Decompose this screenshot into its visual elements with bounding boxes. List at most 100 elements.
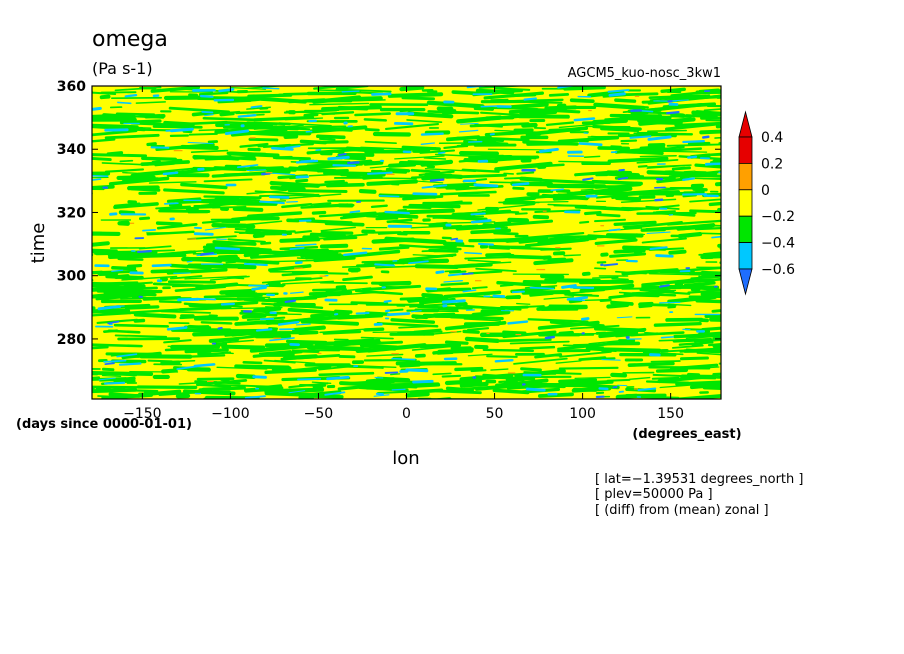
field-streak-cyan (277, 320, 300, 326)
field-streak-green (311, 210, 327, 215)
field-streak-green (640, 227, 667, 232)
field-streak-green (282, 100, 313, 103)
field-streak-green (278, 122, 332, 127)
field-streak-blue (429, 178, 445, 182)
field-streak-green (687, 288, 721, 294)
field-streak-green (544, 105, 578, 111)
field-streak-green (464, 256, 516, 260)
field-streak-green (92, 376, 101, 381)
field-streak-green (458, 151, 500, 156)
field-streak-green (235, 373, 257, 379)
field-streak-green (620, 139, 638, 143)
field-streak-green (440, 282, 470, 287)
field-streak-green (535, 201, 569, 203)
field-streak-cyan (561, 284, 577, 289)
field-streak-green (735, 331, 769, 336)
field-streak-green (268, 144, 286, 148)
x-tick-label: −150 (123, 406, 161, 422)
field-streak-green (326, 384, 336, 389)
field-streak-cyan (349, 210, 361, 214)
field-streak-green (160, 110, 172, 113)
field-streak-green (183, 302, 212, 307)
field-streak-green (205, 241, 256, 247)
field-streak-orange (634, 95, 640, 97)
field-streak-green (337, 383, 381, 391)
field-streak-green (274, 359, 316, 364)
field-streak-green (422, 201, 473, 205)
note-pressure-level: [ plev=50000 Pa ] (595, 487, 713, 502)
field-streak-green (109, 106, 123, 109)
field-streak-cyan (443, 100, 455, 104)
y-axis-units: (days since 0000-01-01) (16, 417, 192, 432)
field-streak-green (557, 341, 619, 351)
field-streak-green (336, 96, 383, 102)
field-streak-cyan (305, 130, 313, 133)
field-streak-green (641, 100, 657, 104)
field-streak-green (101, 374, 122, 378)
field-streak-green (202, 116, 263, 122)
field-streak-green (279, 193, 342, 200)
field-streak-green (354, 289, 404, 296)
field-streak-green (234, 231, 276, 236)
field-streak-green (163, 188, 225, 195)
field-streak-cyan (284, 145, 301, 149)
field-streak-green (399, 86, 425, 92)
field-streak-green (199, 384, 232, 388)
field-streak-cyan (523, 97, 537, 101)
field-streak-cyan (395, 112, 415, 116)
field-streak-green (585, 125, 631, 128)
field-streak-green (538, 178, 595, 185)
field-streak-cyan (131, 250, 136, 252)
field-streak-green (284, 117, 324, 121)
field-streak-green (108, 392, 141, 398)
field-streak-blue (200, 252, 210, 256)
field-streak-green (653, 321, 702, 327)
field-streak-green (168, 321, 190, 325)
field-streak-green (635, 316, 651, 319)
field-streak-green (678, 341, 714, 346)
field-streak-green (219, 155, 240, 161)
field-streak-cyan (251, 286, 267, 291)
chart-title: omega (92, 27, 168, 52)
field-streak-cyan (327, 155, 350, 161)
field-streak-green (559, 350, 612, 358)
field-streak-cyan (374, 377, 384, 379)
field-streak-green (341, 249, 401, 259)
field-streak-cyan (679, 270, 691, 273)
field-streak-green (537, 320, 600, 330)
field-streak-green (295, 178, 309, 183)
field-streak-green (606, 302, 630, 309)
field-streak-green (107, 329, 141, 334)
field-streak-green (493, 87, 531, 91)
field-streak-cyan (194, 392, 202, 395)
field-streak-green (342, 275, 373, 282)
field-streak-cyan (567, 150, 583, 154)
field-streak-green (487, 148, 545, 151)
field-streak-cyan (687, 155, 698, 159)
field-streak-cyan (123, 122, 140, 125)
field-streak-green (307, 147, 370, 150)
field-streak-green (444, 269, 461, 273)
field-streak-green (558, 366, 619, 370)
field-streak-green (92, 117, 137, 122)
field-streak-green (319, 243, 349, 249)
field-streak-cyan (295, 159, 319, 164)
field-streak-cyan (279, 328, 295, 331)
field-streak-cyan (682, 193, 707, 196)
field-streak-green (662, 291, 691, 295)
field-streak-green (458, 194, 490, 197)
field-streak-green (114, 334, 168, 338)
field-streak-green (236, 89, 249, 94)
field-streak-green (138, 191, 158, 195)
field-streak-green (621, 268, 679, 276)
field-streak-green (192, 331, 235, 337)
field-streak-green (281, 202, 313, 209)
field-streak-green (548, 92, 570, 97)
field-streak-green (97, 271, 119, 277)
field-streak-blue (612, 386, 618, 389)
field-streak-green (169, 275, 203, 280)
field-streak-green (500, 306, 519, 308)
field-streak-green (574, 376, 611, 379)
field-streak-green (120, 389, 159, 393)
field-streak-green (247, 147, 261, 152)
